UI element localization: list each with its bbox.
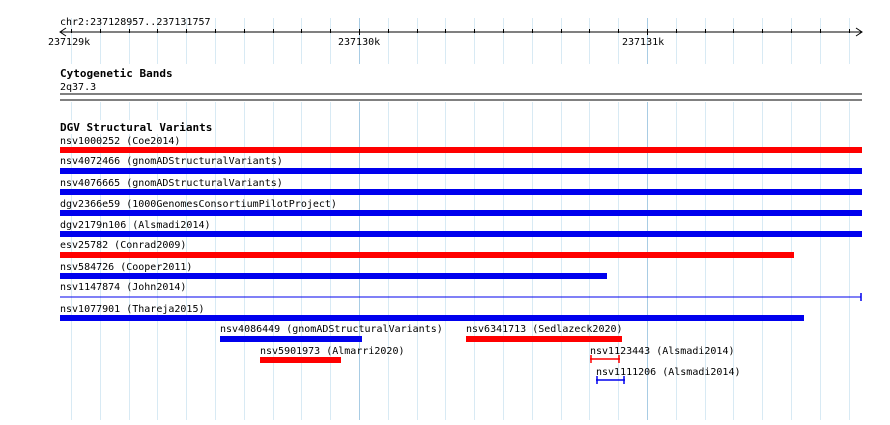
sv-feature[interactable]: nsv4076665 (gnomADStructuralVariants) [60,178,862,195]
sv-feature-label: nsv1111206 (Alsmadi2014) [596,367,741,378]
location-label: chr2:237128957..237131757 [60,17,211,28]
ruler: chr2:237128957..237131757 237129k 237130… [48,17,863,48]
sv-feature-bar[interactable] [60,252,794,258]
sv-feature-label: dgv2366e59 (1000GenomesConsortiumPilotPr… [60,199,337,210]
cytoband-label: 2q37.3 [60,82,96,93]
sv-feature[interactable]: nsv1077901 (Thareja2015) [60,304,804,321]
track-title[interactable]: Cytogenetic Bands [60,67,173,80]
sv-feature[interactable]: nsv584726 (Cooper2011) [60,262,607,279]
track-title[interactable]: DGV Structural Variants [60,121,212,134]
sv-feature[interactable]: nsv4072466 (gnomADStructuralVariants) [60,156,862,174]
dgv-track: DGV Structural Variants nsv1000252 (Coe2… [56,120,862,384]
sv-feature[interactable]: nsv4086449 (gnomADStructuralVariants) [220,324,443,342]
sv-feature-bar[interactable] [220,336,362,342]
ruler-tick-label: 237130k [338,37,380,48]
sv-feature-label: nsv584726 (Cooper2011) [60,262,192,273]
sv-feature-label: nsv6341713 (Sedlazeck2020) [466,324,623,335]
sv-feature[interactable]: nsv5901973 (Almarri2020) [260,346,405,363]
sv-feature[interactable]: nsv1000252 (Coe2014) [60,136,862,153]
sv-feature-label: nsv4076665 (gnomADStructuralVariants) [60,178,283,189]
cytoband-track: Cytogenetic Bands 2q37.3 [56,64,862,102]
sv-feature-bar[interactable] [260,357,341,363]
cytoband-track-bg [56,64,862,102]
sv-feature-bar[interactable] [60,189,862,195]
sv-feature-bar[interactable] [60,210,862,216]
sv-feature-bar[interactable] [60,273,607,279]
sv-feature-label: nsv1123443 (Alsmadi2014) [590,346,735,357]
scroll-right-icon[interactable] [855,27,863,37]
sv-feature-bar[interactable] [466,336,622,342]
sv-feature[interactable]: nsv1123443 (Alsmadi2014) [590,346,735,363]
sv-feature-bar[interactable] [60,315,804,321]
sv-feature-label: nsv1147874 (John2014) [60,282,186,293]
scroll-left-icon[interactable] [59,27,67,37]
sv-feature-label: nsv5901973 (Almarri2020) [260,346,405,357]
sv-feature-label: nsv4086449 (gnomADStructuralVariants) [220,324,443,335]
ruler-ticks [71,29,850,35]
sv-feature-label: nsv4072466 (gnomADStructuralVariants) [60,156,283,167]
ruler-tick-label: 237131k [622,37,664,48]
sv-feature[interactable]: esv25782 (Conrad2009) [60,240,794,258]
dgv-track-title-bg [56,120,176,134]
sv-feature[interactable]: dgv2179n106 (Alsmadi2014) [60,220,862,237]
sv-feature[interactable]: dgv2366e59 (1000GenomesConsortiumPilotPr… [60,199,862,216]
sv-feature-bar[interactable] [60,231,862,237]
sv-feature[interactable]: nsv1111206 (Alsmadi2014) [596,367,741,384]
sv-feature-bar[interactable] [60,168,862,174]
sv-feature[interactable]: nsv1147874 (John2014) [60,282,862,301]
sv-feature-bar[interactable] [60,147,862,153]
sv-feature[interactable]: nsv6341713 (Sedlazeck2020) [466,324,623,342]
sv-feature-label: dgv2179n106 (Alsmadi2014) [60,220,211,231]
sv-feature-label: nsv1000252 (Coe2014) [60,136,180,147]
sv-feature-label: esv25782 (Conrad2009) [60,240,186,251]
sv-feature-label: nsv1077901 (Thareja2015) [60,304,205,315]
ruler-tick-label: 237129k [48,37,90,48]
